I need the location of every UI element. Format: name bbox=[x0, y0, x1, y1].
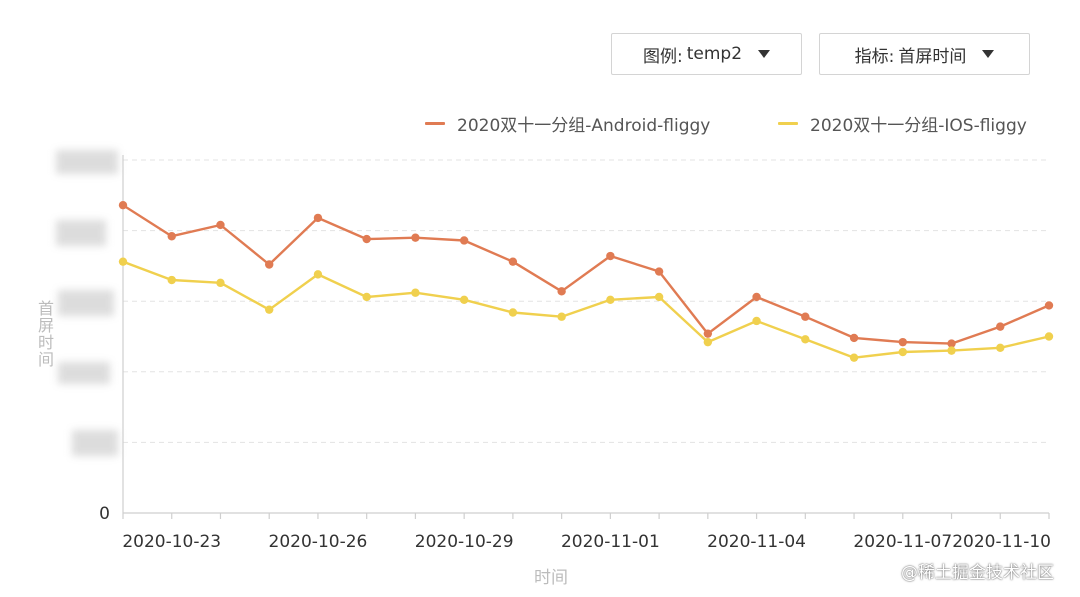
y-axis-title: 首屏时间 bbox=[35, 300, 54, 368]
data-point-1 bbox=[996, 343, 1005, 352]
blurred-y-tick bbox=[56, 220, 106, 246]
data-point-0 bbox=[411, 233, 420, 242]
data-point-0 bbox=[849, 333, 859, 343]
data-point-0 bbox=[654, 267, 664, 276]
data-point-1 bbox=[801, 335, 810, 344]
data-point-0 bbox=[947, 339, 956, 348]
data-point-1 bbox=[947, 346, 956, 355]
legend-select[interactable]: 图例: temp2 bbox=[611, 33, 802, 75]
data-point-0 bbox=[557, 287, 566, 296]
metric-select[interactable]: 指标: 首屏时间 bbox=[819, 33, 1030, 75]
data-point-1 bbox=[703, 337, 713, 347]
data-point-1 bbox=[849, 353, 859, 362]
legend-select-value: temp2 bbox=[686, 44, 743, 64]
metric-select-label: 指标: bbox=[854, 46, 895, 67]
data-point-1 bbox=[362, 292, 371, 302]
data-point-0 bbox=[1044, 301, 1054, 310]
data-point-1 bbox=[118, 257, 128, 266]
legend-item-android[interactable]: 2020双十一分组-Android-fliggy bbox=[425, 112, 711, 136]
data-point-0 bbox=[216, 220, 225, 230]
data-point-1 bbox=[557, 312, 566, 321]
x-tick-label: 2020-11-07 bbox=[853, 532, 952, 552]
data-point-0 bbox=[313, 213, 323, 223]
blurred-y-tick bbox=[72, 430, 118, 456]
legend-item-ios[interactable]: 2020双十一分组-IOS-fliggy bbox=[778, 112, 1027, 136]
y-tick-label: 0 bbox=[99, 504, 110, 524]
caret-down-icon bbox=[982, 50, 995, 58]
x-tick-label: 2020-11-01 bbox=[561, 532, 660, 552]
data-point-1 bbox=[654, 292, 664, 302]
data-point-0 bbox=[362, 234, 371, 244]
data-point-0 bbox=[265, 260, 274, 269]
x-tick-label: 2020-11-04 bbox=[707, 532, 806, 552]
data-point-1 bbox=[411, 288, 420, 297]
legend-swatch-ios bbox=[778, 121, 798, 125]
data-point-1 bbox=[606, 295, 615, 304]
legend-label-ios: 2020双十一分组-IOS-fliggy bbox=[810, 115, 1027, 136]
legend-select-label: 图例: bbox=[642, 46, 683, 67]
data-point-0 bbox=[752, 292, 761, 302]
data-point-0 bbox=[703, 329, 713, 338]
data-point-0 bbox=[508, 257, 518, 266]
data-point-0 bbox=[606, 251, 615, 261]
data-point-1 bbox=[752, 316, 761, 326]
blurred-y-tick bbox=[56, 150, 118, 174]
metric-select-value: 首屏时间 bbox=[898, 46, 967, 67]
data-point-1 bbox=[167, 275, 176, 285]
x-axis-title: 时间 bbox=[534, 568, 568, 588]
data-point-0 bbox=[996, 322, 1005, 331]
x-tick-label: 2020-10-23 bbox=[122, 532, 221, 552]
x-tick-label: 2020-11-10 bbox=[952, 532, 1051, 552]
data-point-1 bbox=[216, 278, 225, 288]
caret-down-icon bbox=[758, 50, 771, 58]
data-point-1 bbox=[265, 305, 274, 314]
blurred-y-tick bbox=[58, 290, 114, 316]
x-tick-label: 2020-10-26 bbox=[269, 532, 368, 552]
x-tick-label: 2020-10-29 bbox=[415, 532, 514, 552]
legend-swatch-android bbox=[425, 121, 445, 125]
data-point-1 bbox=[459, 295, 469, 304]
series-line-1 bbox=[122, 260, 1050, 359]
data-point-1 bbox=[898, 347, 907, 357]
data-point-0 bbox=[898, 337, 907, 347]
data-point-1 bbox=[508, 308, 518, 317]
data-point-0 bbox=[118, 200, 128, 210]
data-point-0 bbox=[459, 236, 469, 245]
blurred-y-tick bbox=[58, 362, 110, 384]
watermark: @稀土掘金技术社区 bbox=[901, 563, 1054, 583]
data-point-1 bbox=[1044, 332, 1054, 341]
data-point-0 bbox=[167, 232, 176, 241]
data-point-1 bbox=[313, 270, 323, 279]
series-line-0 bbox=[122, 204, 1050, 345]
data-point-0 bbox=[801, 312, 810, 321]
legend-label-android: 2020双十一分组-Android-fliggy bbox=[457, 115, 711, 136]
